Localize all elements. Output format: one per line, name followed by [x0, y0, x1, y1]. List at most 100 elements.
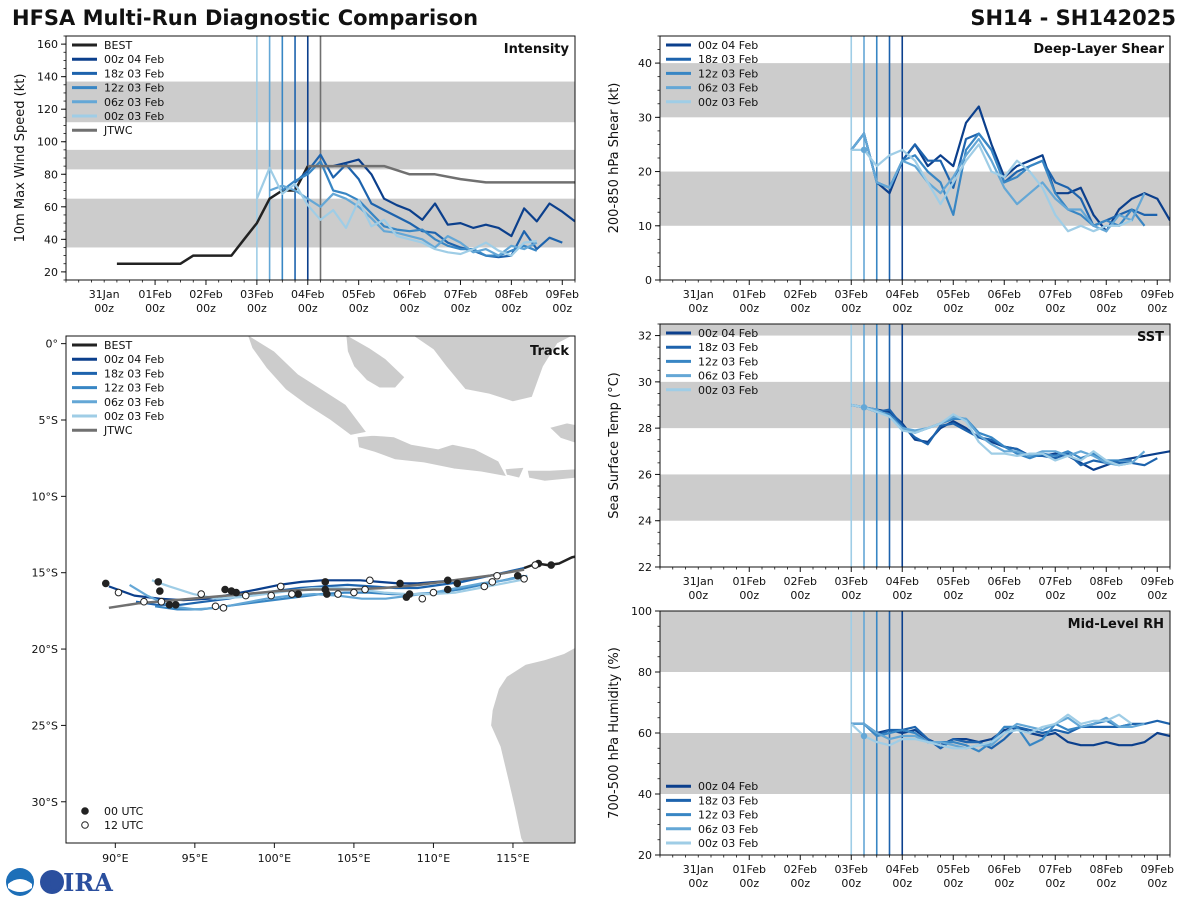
track-marker-12utc [211, 602, 220, 611]
intensity-series-r12z03 [281, 160, 538, 257]
sst-xtick-label: 01Feb [733, 575, 766, 588]
rh-xtick-label: 07Feb [1039, 863, 1072, 876]
track-marker-00utc [396, 579, 404, 588]
intensity-xtick-label-hour: 00z [501, 302, 521, 315]
land-australia [490, 647, 575, 843]
rh-ytick-label: 80 [638, 666, 652, 679]
intensity-series-r18z03 [294, 153, 563, 259]
track-marker-12utc [366, 576, 374, 585]
rh-xtick-label-hour: 00z [688, 877, 708, 890]
sst-xtick-label-hour: 00z [1096, 589, 1116, 602]
legend-label-r18z03: 18z 03 Feb [104, 67, 164, 80]
legend-label-r18z03: 18z 03 Feb [698, 794, 758, 807]
intensity-xtick-label-hour: 00z [145, 302, 165, 315]
legend-label-r06z03: 06z 03 Feb [104, 396, 164, 409]
sst-ytick-label: 26 [638, 468, 652, 481]
rh-ytick-label: 40 [638, 788, 652, 801]
sst-xtick-label-hour: 00z [739, 589, 759, 602]
track-marker-00utc [513, 571, 522, 580]
shear-band-1 [660, 63, 1170, 118]
track-panel: 90°E 95°E 100°E 105°E 110°E 115°E 0° 5°S 10°S 15°… [32, 335, 576, 865]
rh-xtick-label-hour: 00z [892, 877, 912, 890]
intensity-xtick-label: 06Feb [393, 288, 426, 301]
intensity-xtick-label-hour: 00z [400, 302, 420, 315]
rh-xtick-label: 31Jan [683, 863, 714, 876]
legend-label-jtwc: JTWC [103, 124, 133, 137]
track-marker-00utc [443, 576, 452, 585]
shear-xtick-label: 05Feb [937, 288, 970, 301]
legend-label-r12z03: 12z 03 Feb [104, 382, 164, 395]
sst-band-0 [660, 474, 1170, 521]
track-title: Track [530, 344, 569, 359]
track-marker-12utc [418, 594, 427, 603]
intensity-xtick-label: 05Feb [342, 288, 375, 301]
rh-xtick-label-hour: 00z [841, 877, 861, 890]
track-marker-12utc [276, 582, 285, 591]
intensity-ytick-label: 60 [44, 201, 58, 214]
shear-xtick-label: 06Feb [988, 288, 1021, 301]
shear-xtick-label: 02Feb [784, 288, 817, 301]
sst-xtick-label-hour: 00z [1147, 589, 1167, 602]
sst-start-marker [860, 404, 868, 411]
legend-label-r00z04: 00z 04 Feb [104, 53, 164, 66]
rh-xtick-label-hour: 00z [739, 877, 759, 890]
track-marker-00utc [232, 588, 240, 597]
rh-xtick-label: 09Feb [1141, 863, 1174, 876]
track-marker-12utc [334, 590, 342, 598]
intensity-series-best [116, 165, 309, 265]
figure-title: HFSA Multi-Run Diagnostic Comparison [12, 6, 479, 30]
rh-ytick-label: 20 [638, 849, 652, 862]
shear-xtick-label-hour: 00z [739, 302, 759, 315]
intensity-ytick-label: 140 [37, 71, 58, 84]
rh-ytick-label: 100 [631, 605, 652, 618]
rh-xtick-label: 04Feb [886, 863, 919, 876]
track-marker-12utc [157, 597, 166, 606]
rh-xtick-label: 02Feb [784, 863, 817, 876]
track-marker-00utc [323, 590, 331, 598]
legend-label-r06z03: 06z 03 Feb [698, 823, 758, 836]
shear-xtick-label: 04Feb [886, 288, 919, 301]
track-xtick-label: 105°E [337, 852, 370, 865]
shear-xtick-label-hour: 00z [841, 302, 861, 315]
track-marker-12utc [493, 571, 501, 580]
track-xtick-label: 100°E [258, 852, 291, 865]
track-xtick-label: 115°E [496, 852, 529, 865]
intensity-series-r06z03 [269, 184, 538, 257]
sst-band-1 [660, 381, 1170, 429]
track-marker-12utc [361, 585, 369, 594]
track-marker-12utc [520, 575, 528, 583]
marker-legend-symbol [81, 821, 89, 829]
rh-xtick-label: 06Feb [988, 863, 1021, 876]
track-frame [65, 335, 576, 844]
track-marker-00utc [165, 600, 174, 609]
sst-xtick-label-hour: 00z [892, 589, 912, 602]
track-series-jtwc [108, 568, 525, 610]
intensity-ytick-label: 80 [44, 168, 58, 181]
shear-ylabel: 200-850 hPa Shear (kt) [607, 83, 622, 234]
track-marker-12utc [114, 588, 123, 597]
legend-label-r12z03: 12z 03 Feb [698, 809, 758, 822]
sst-ytick-label: 22 [638, 561, 652, 574]
legend-label-best: BEST [104, 339, 132, 352]
intensity-xtick-label-hour: 00z [298, 302, 318, 315]
track-marker-12utc [488, 578, 497, 586]
legend-label-r12z03: 12z 03 Feb [104, 82, 164, 95]
intensity-title: Intensity [504, 42, 570, 57]
track-marker-00utc [171, 600, 180, 609]
shear-xtick-label-hour: 00z [1096, 302, 1116, 315]
track-marker-00utc [156, 587, 164, 595]
sst-ylabel: Sea Surface Temp (°C) [607, 372, 622, 519]
intensity-ytick-label: 120 [37, 103, 58, 116]
intensity-xtick-label: 31Jan [89, 288, 120, 301]
shear-xtick-label-hour: 00z [994, 302, 1014, 315]
rh-xtick-label-hour: 00z [1096, 877, 1116, 890]
shear-xtick-label: 07Feb [1039, 288, 1072, 301]
rh-ylabel: 700-500 hPa Humidity (%) [607, 647, 622, 819]
sst-band-2 [660, 324, 1170, 336]
cira-logo: CIRA [6, 868, 113, 897]
track-marker-12utc [140, 597, 148, 606]
track-ytick-label: 10°S [32, 490, 58, 503]
